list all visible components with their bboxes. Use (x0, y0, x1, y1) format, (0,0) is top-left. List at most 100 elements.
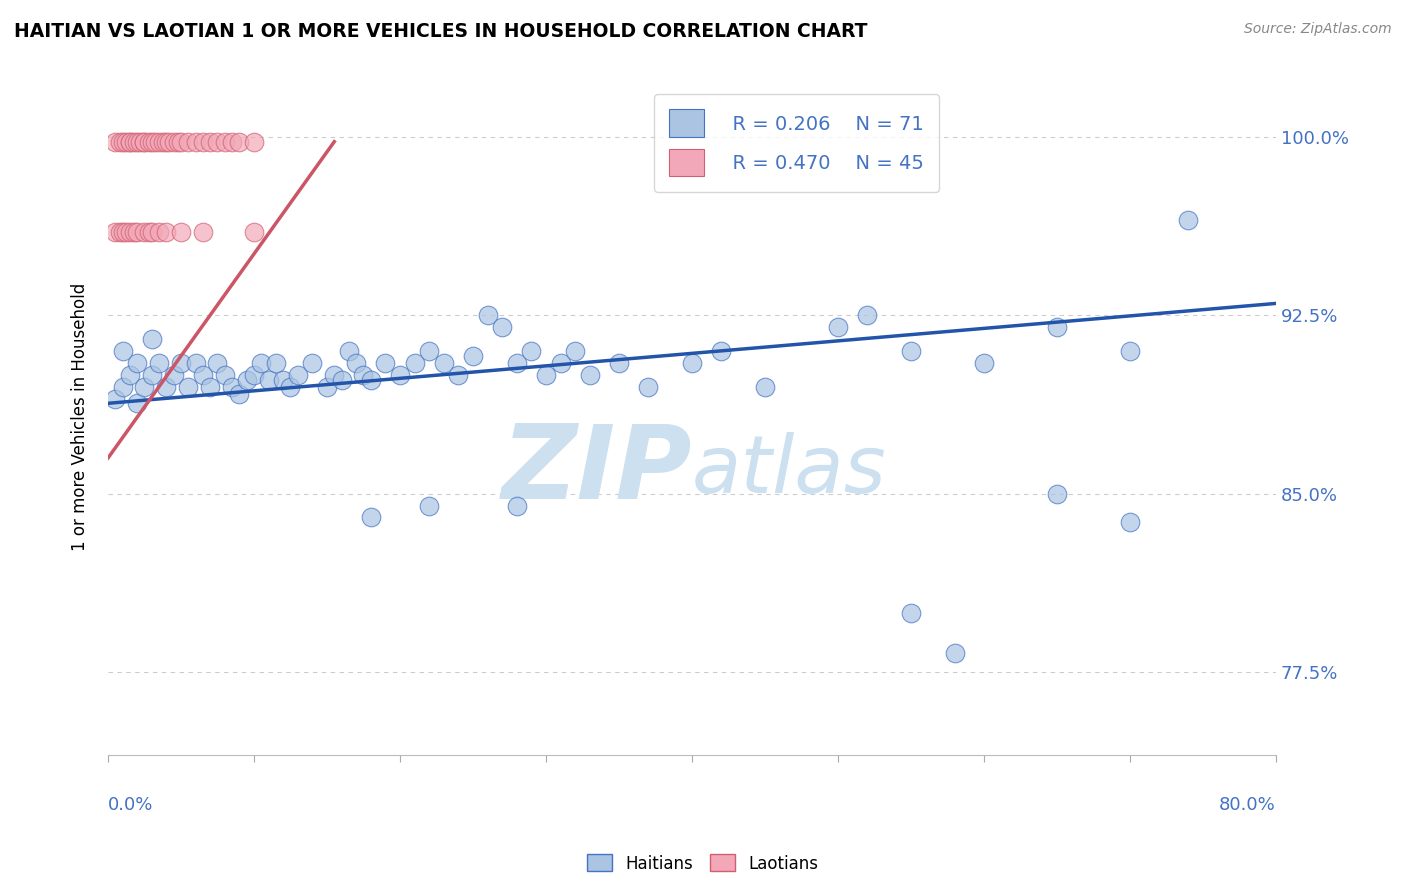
Point (138, 225, 160, 239)
Point (134, 135, 156, 149)
Point (447, 368, 470, 382)
Point (827, 320, 849, 334)
Point (404, 356, 426, 370)
Legend: Haitians, Laotians: Haitians, Laotians (581, 847, 825, 880)
Point (1119, 343, 1142, 358)
Point (184, 356, 207, 370)
Point (491, 320, 513, 334)
Point (1119, 515, 1142, 529)
Point (461, 349, 484, 363)
Point (207, 135, 229, 149)
Point (148, 356, 170, 370)
Point (134, 379, 156, 393)
Point (264, 356, 287, 370)
Point (134, 225, 156, 239)
Point (973, 356, 995, 370)
Text: HAITIAN VS LAOTIAN 1 OR MORE VEHICLES IN HOUSEHOLD CORRELATION CHART: HAITIAN VS LAOTIAN 1 OR MORE VEHICLES IN… (14, 22, 868, 41)
Point (155, 135, 177, 149)
Point (170, 225, 193, 239)
Text: Source: ZipAtlas.com: Source: ZipAtlas.com (1244, 22, 1392, 37)
Point (177, 135, 200, 149)
Point (111, 343, 134, 358)
Point (344, 356, 367, 370)
Point (506, 356, 529, 370)
Point (360, 510, 382, 524)
Point (374, 356, 396, 370)
Point (280, 379, 302, 393)
Point (1177, 213, 1199, 227)
Point (221, 379, 243, 393)
Point (114, 225, 136, 239)
Point (104, 392, 127, 406)
Point (243, 135, 266, 149)
Point (198, 135, 221, 149)
Text: 0.0%: 0.0% (108, 796, 153, 814)
Point (550, 356, 572, 370)
Point (127, 356, 149, 370)
Point (108, 225, 131, 239)
Point (221, 135, 243, 149)
Point (155, 225, 177, 239)
Point (228, 386, 250, 401)
Point (301, 356, 323, 370)
Point (681, 356, 703, 370)
Legend:   R = 0.206    N = 71,   R = 0.470    N = 45: R = 0.206 N = 71, R = 0.470 N = 45 (654, 94, 939, 192)
Point (191, 368, 214, 382)
Point (250, 356, 273, 370)
Point (170, 356, 193, 370)
Point (323, 368, 346, 382)
Point (353, 368, 375, 382)
Point (243, 368, 266, 382)
Point (191, 135, 214, 149)
Point (214, 135, 236, 149)
Point (141, 332, 163, 346)
Point (141, 135, 163, 149)
Point (228, 135, 250, 149)
Point (337, 343, 360, 358)
Point (104, 135, 127, 149)
Point (170, 135, 193, 149)
Point (433, 356, 456, 370)
Point (578, 368, 600, 382)
Point (167, 135, 190, 149)
Point (104, 225, 127, 239)
Point (943, 646, 966, 660)
Point (287, 368, 309, 382)
Text: 80.0%: 80.0% (1219, 796, 1277, 814)
Point (900, 606, 922, 620)
Point (118, 225, 141, 239)
Point (157, 135, 180, 149)
Point (207, 356, 229, 370)
Point (118, 135, 141, 149)
Point (163, 368, 186, 382)
Point (607, 356, 630, 370)
Point (148, 135, 170, 149)
Point (235, 372, 257, 386)
Point (257, 372, 280, 386)
Y-axis label: 1 or more Vehicles in Household: 1 or more Vehicles in Household (72, 282, 89, 550)
Point (127, 396, 149, 410)
Point (141, 225, 163, 239)
Point (710, 343, 733, 358)
Point (127, 135, 149, 149)
Point (1046, 486, 1069, 500)
Point (134, 135, 156, 149)
Point (143, 135, 166, 149)
Point (214, 368, 236, 382)
Point (138, 135, 160, 149)
Text: ZIP: ZIP (502, 420, 692, 521)
Point (388, 368, 411, 382)
Point (122, 225, 145, 239)
Point (418, 499, 440, 513)
Point (118, 135, 141, 149)
Point (271, 372, 294, 386)
Point (152, 135, 174, 149)
Point (114, 135, 136, 149)
Point (129, 135, 152, 149)
Point (534, 368, 557, 382)
Point (108, 135, 131, 149)
Point (141, 368, 163, 382)
Point (360, 372, 382, 386)
Point (856, 308, 879, 322)
Point (163, 135, 186, 149)
